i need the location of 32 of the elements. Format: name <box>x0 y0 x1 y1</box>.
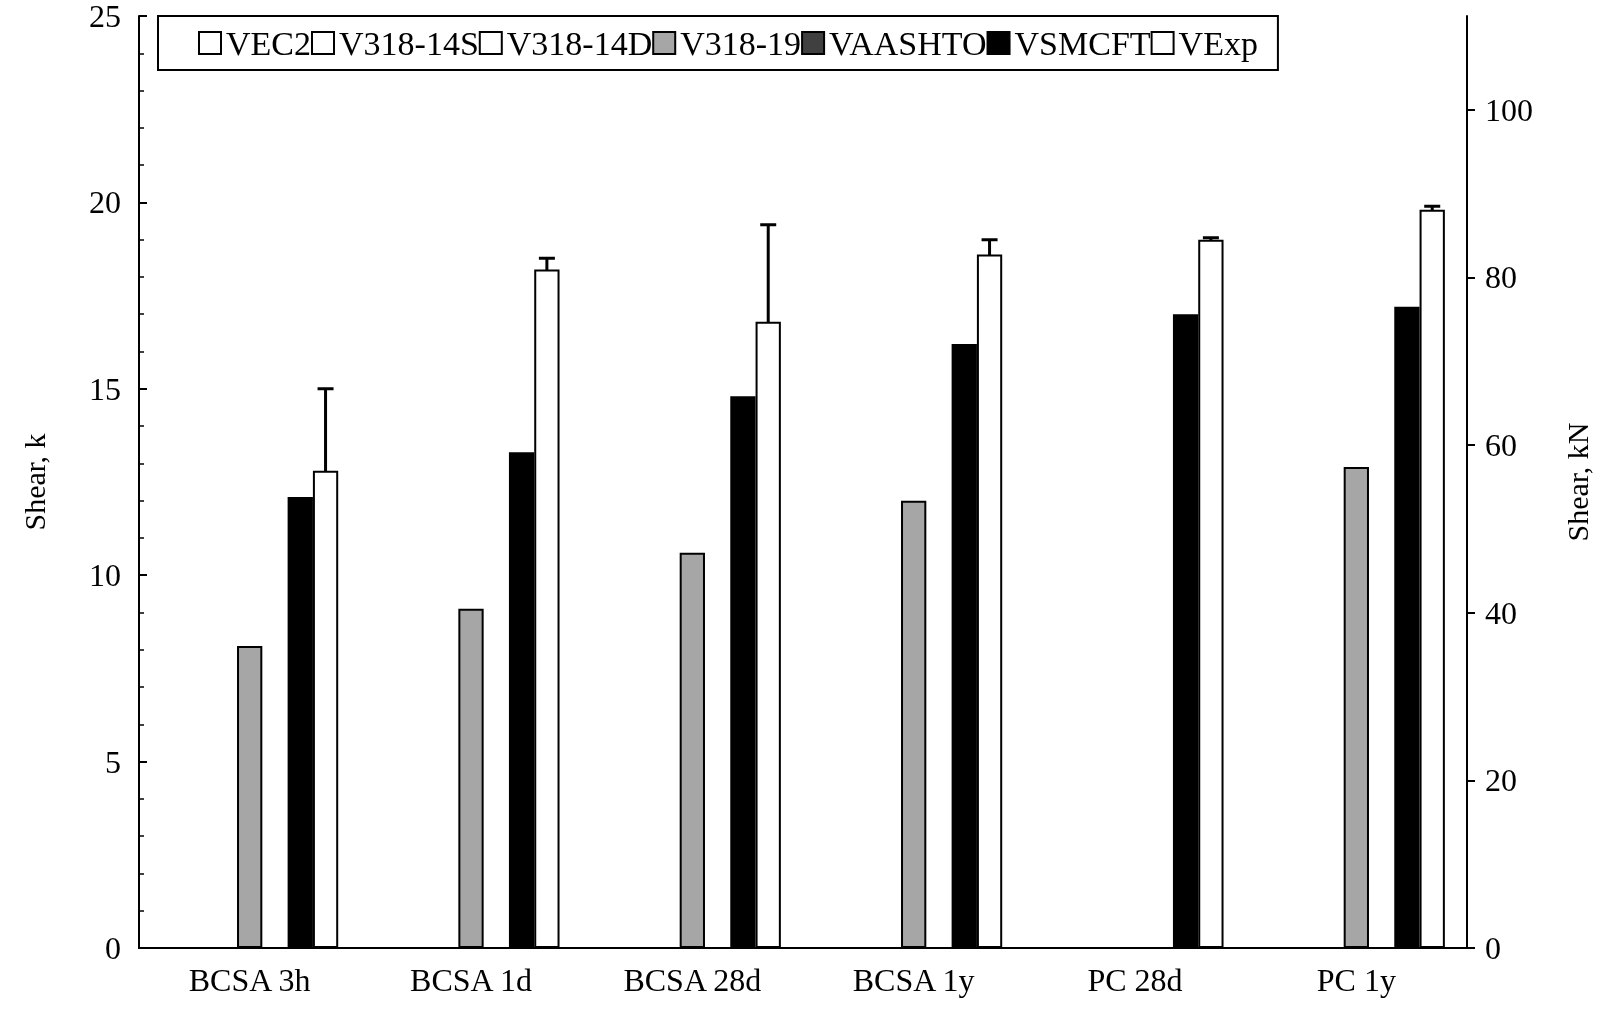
y-tick-label: 20 <box>89 184 121 221</box>
legend-label: V318-14D <box>506 24 653 62</box>
legend-label: VSMCFT <box>1014 24 1151 62</box>
bar <box>1343 467 1369 948</box>
x-tick-label: BCSA 3h <box>188 962 311 998</box>
y-tick-label: 25 <box>89 0 121 34</box>
y-axis-title: Shear, k <box>17 433 51 531</box>
bar <box>237 646 263 948</box>
bar <box>901 500 927 948</box>
y-tick-label: 0 <box>105 930 121 966</box>
legend-label: V318-19 <box>680 24 802 62</box>
legend-label: VEC2 <box>226 24 311 62</box>
y2-tick-label: 80 <box>1485 259 1517 296</box>
y-tick-label: 10 <box>89 557 121 594</box>
x-tick-label: BCSA 1d <box>410 962 532 998</box>
x-tick-label: BCSA 28d <box>623 962 762 998</box>
bar <box>679 552 705 948</box>
y2-tick-label: 60 <box>1485 427 1517 464</box>
x-tick-label: PC 1y <box>1316 962 1396 998</box>
y2-tick-label: 20 <box>1485 762 1517 799</box>
y2-tick-label: 100 <box>1485 91 1533 128</box>
y-tick-label: 15 <box>89 370 121 407</box>
legend-label: VExp <box>1178 24 1258 62</box>
y2-tick-label: 40 <box>1485 594 1517 631</box>
y2-axis-title: Shear, kN <box>1560 422 1594 542</box>
x-tick-label: PC 28d <box>1087 962 1183 998</box>
y-tick-label: 5 <box>105 743 121 780</box>
x-tick-label: BCSA 1y <box>852 962 975 998</box>
bar <box>458 608 484 948</box>
legend-label: V318-14S <box>339 24 479 62</box>
y2-tick-label: 0 <box>1485 930 1501 966</box>
legend-label: VAASHTO <box>829 24 987 62</box>
